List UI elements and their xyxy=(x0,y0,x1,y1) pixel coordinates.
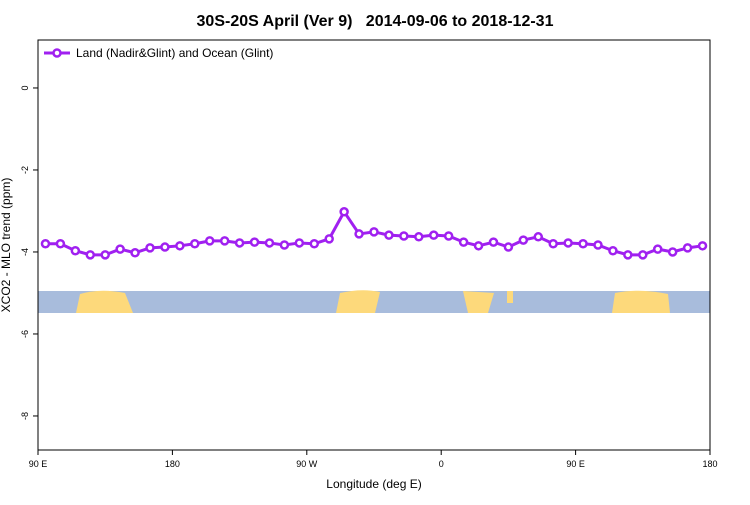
x-axis-label: Longitude (deg E) xyxy=(326,477,421,491)
data-point xyxy=(204,236,215,246)
data-point xyxy=(309,239,320,249)
data-point xyxy=(548,239,558,249)
data-point xyxy=(234,238,245,248)
data-point xyxy=(399,231,409,241)
data-point xyxy=(219,236,230,246)
legend-marker xyxy=(52,48,62,58)
data-point xyxy=(503,242,514,252)
data-point xyxy=(130,248,140,258)
data-point xyxy=(697,241,708,251)
y-tick-label: -4 xyxy=(20,248,30,256)
data-point xyxy=(190,239,200,249)
legend-label: Land (Nadir&Glint) and Ocean (Glint) xyxy=(76,46,273,60)
data-point xyxy=(354,229,364,239)
data-point xyxy=(638,250,648,260)
data-point xyxy=(533,232,544,242)
chart-title: 30S-20S April (Ver 9) 2014-09-06 to 2018… xyxy=(197,13,554,30)
data-point xyxy=(458,237,469,247)
data-point xyxy=(264,238,275,248)
x-tick-label: 90 W xyxy=(296,459,318,469)
data-point xyxy=(339,207,349,217)
data-point xyxy=(652,244,663,254)
data-point xyxy=(667,247,678,257)
data-point xyxy=(518,235,529,245)
data-point xyxy=(488,237,499,247)
data-point xyxy=(85,250,96,260)
x-tick-label: 0 xyxy=(439,459,444,469)
data-point xyxy=(175,241,185,251)
data-point xyxy=(145,243,155,253)
data-point xyxy=(384,230,394,240)
x-tick-label: 90 E xyxy=(29,459,48,469)
y-tick-label: -6 xyxy=(20,330,30,338)
y-axis-label: XCO2 - MLO trend (ppm) xyxy=(0,178,13,313)
data-point xyxy=(100,250,110,260)
data-point xyxy=(593,240,603,250)
data-point xyxy=(55,239,66,249)
data-point xyxy=(563,238,573,248)
data-point xyxy=(294,238,305,248)
data-point xyxy=(160,242,170,252)
x-tick-label: 180 xyxy=(702,459,717,469)
data-point xyxy=(279,240,290,250)
data-point xyxy=(623,250,633,260)
data-point xyxy=(249,237,260,247)
data-point xyxy=(115,244,125,254)
data-point xyxy=(414,232,424,242)
data-point xyxy=(369,227,379,237)
plot-frame xyxy=(37,39,711,451)
data-point xyxy=(428,230,439,240)
data-point xyxy=(578,239,588,249)
data-point xyxy=(682,243,693,253)
y-tick-label: 0 xyxy=(20,85,30,90)
data-point xyxy=(324,234,334,244)
data-point xyxy=(443,231,454,241)
x-tick-label: 90 E xyxy=(566,459,585,469)
y-tick-label: -8 xyxy=(20,412,30,420)
data-point xyxy=(608,245,618,256)
y-tick-label: -2 xyxy=(20,166,30,174)
x-tick-label: 180 xyxy=(165,459,180,469)
data-point xyxy=(70,245,81,256)
data-point xyxy=(473,241,484,251)
land-ocean-band xyxy=(38,290,710,313)
data-point xyxy=(40,239,51,249)
